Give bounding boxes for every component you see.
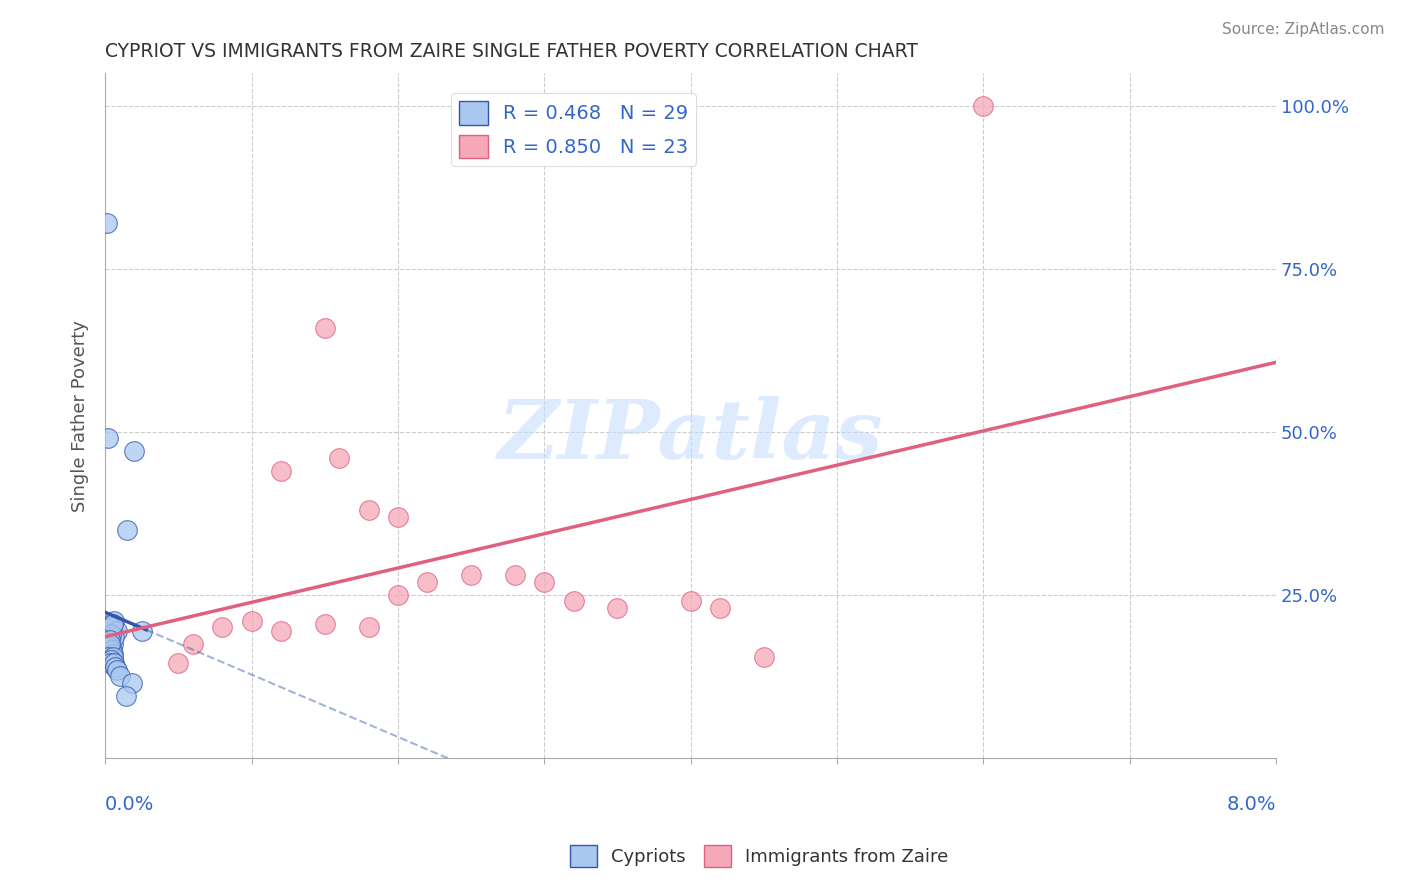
Point bbox=[115, 523, 138, 537]
Y-axis label: Single Father Poverty: Single Father Poverty bbox=[72, 319, 89, 511]
Point bbox=[103, 630, 125, 644]
Point bbox=[101, 624, 124, 638]
Point bbox=[105, 624, 128, 638]
Point bbox=[104, 659, 127, 673]
Point bbox=[679, 594, 702, 608]
Point bbox=[100, 627, 122, 641]
Point bbox=[357, 503, 380, 517]
Text: Source: ZipAtlas.com: Source: ZipAtlas.com bbox=[1222, 22, 1385, 37]
Point bbox=[181, 637, 204, 651]
Point bbox=[131, 624, 153, 638]
Point bbox=[96, 216, 118, 230]
Point bbox=[101, 617, 124, 632]
Text: 8.0%: 8.0% bbox=[1226, 796, 1277, 814]
Text: 0.0%: 0.0% bbox=[105, 796, 155, 814]
Point bbox=[270, 624, 292, 638]
Point bbox=[101, 649, 124, 664]
Point bbox=[98, 657, 121, 671]
Point bbox=[105, 663, 128, 677]
Point bbox=[103, 614, 125, 628]
Point bbox=[98, 630, 121, 644]
Point bbox=[97, 649, 120, 664]
Point bbox=[270, 464, 292, 478]
Legend: R = 0.468   N = 29, R = 0.850   N = 23: R = 0.468 N = 29, R = 0.850 N = 23 bbox=[451, 94, 696, 166]
Point bbox=[100, 620, 122, 634]
Point bbox=[752, 649, 775, 664]
Point bbox=[387, 588, 409, 602]
Point bbox=[387, 509, 409, 524]
Point bbox=[314, 320, 336, 334]
Point bbox=[709, 600, 731, 615]
Point bbox=[97, 431, 120, 445]
Point bbox=[167, 657, 190, 671]
Point bbox=[108, 669, 131, 683]
Point bbox=[211, 620, 233, 634]
Point bbox=[100, 653, 122, 667]
Point bbox=[328, 450, 350, 465]
Point bbox=[240, 614, 263, 628]
Point bbox=[101, 637, 124, 651]
Text: CYPRIOT VS IMMIGRANTS FROM ZAIRE SINGLE FATHER POVERTY CORRELATION CHART: CYPRIOT VS IMMIGRANTS FROM ZAIRE SINGLE … bbox=[105, 42, 918, 61]
Point bbox=[121, 676, 143, 690]
Point bbox=[972, 99, 994, 113]
Text: ZIPatlas: ZIPatlas bbox=[498, 396, 883, 476]
Point bbox=[460, 568, 482, 582]
Point bbox=[562, 594, 585, 608]
Point bbox=[97, 640, 120, 654]
Point bbox=[101, 643, 124, 657]
Point bbox=[103, 657, 125, 671]
Point bbox=[533, 574, 555, 589]
Point bbox=[114, 689, 136, 703]
Point bbox=[503, 568, 526, 582]
Point bbox=[416, 574, 439, 589]
Legend: Cypriots, Immigrants from Zaire: Cypriots, Immigrants from Zaire bbox=[562, 838, 956, 874]
Point bbox=[606, 600, 628, 615]
Point bbox=[357, 620, 380, 634]
Point bbox=[314, 617, 336, 632]
Point bbox=[98, 633, 121, 648]
Point bbox=[103, 647, 125, 661]
Point bbox=[98, 637, 121, 651]
Point bbox=[124, 444, 146, 458]
